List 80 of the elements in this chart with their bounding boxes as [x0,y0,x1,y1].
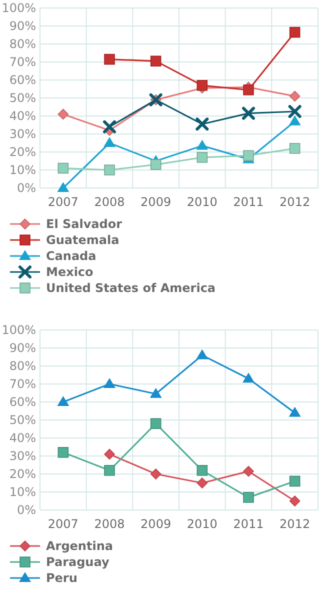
y-tick-label: 0% [16,181,36,196]
point [196,478,208,488]
point [289,26,300,38]
point [104,448,115,460]
point [196,349,208,360]
point [288,115,301,126]
point [104,465,115,476]
y-tick-label: 40% [9,109,36,124]
y-tick-label: 30% [9,449,36,464]
point [242,372,254,383]
point [289,90,300,102]
x-tick-label: 2008 [94,517,125,531]
x-tick-label: 2008 [94,195,125,209]
point [150,56,162,66]
point [103,120,116,134]
point [289,476,300,487]
legend-label: Guatemala [46,233,120,248]
y-tick-label: 40% [9,431,36,446]
point [104,378,116,388]
legend-label: Mexico [46,265,94,280]
point [288,406,301,417]
point [243,492,254,503]
y-tick-label: 100% [2,323,36,338]
y-tick-label: 60% [9,395,36,410]
point [242,106,255,120]
point [104,54,115,65]
legend-label: Argentina [46,539,113,554]
y-tick-label: 70% [9,377,36,392]
point [150,418,162,429]
legend-label: Peru [46,571,78,586]
point [243,466,254,477]
point [104,164,115,176]
y-tick-label: 90% [9,341,36,356]
x-tick-label: 2010 [186,517,218,531]
point [150,468,162,480]
point [243,84,254,96]
y-tick-label: 10% [9,163,36,178]
point [196,152,208,163]
y-tick-label: 50% [9,413,36,428]
x-tick-label: 2012 [280,517,310,531]
y-tick-label: 80% [9,359,36,374]
x-tick-label: 2009 [140,517,172,531]
x-tick-label: 2007 [48,195,78,209]
x-tick-label: 2011 [233,517,264,531]
y-tick-label: 90% [9,19,36,34]
point [57,182,70,192]
legend-label: Canada [46,249,96,264]
legend-label: El Salvador [46,217,122,232]
legend-label: Paraguay [46,555,110,570]
y-tick-label: 0% [16,503,36,518]
legend-label: United States of America [46,281,216,296]
x-tick-label: 2011 [233,195,264,209]
y-tick-label: 100% [2,1,36,16]
x-tick-label: 2007 [48,517,78,531]
point [196,80,208,91]
point [288,105,302,118]
y-tick-label: 60% [9,73,36,88]
point [196,465,208,476]
y-tick-label: 80% [9,37,36,52]
y-tick-label: 10% [9,485,36,500]
point [58,108,69,120]
point [289,496,300,506]
y-tick-label: 20% [9,145,36,160]
point [196,140,208,150]
point [243,150,254,161]
y-tick-label: 50% [9,91,36,106]
x-tick-label: 2010 [186,195,218,209]
y-tick-label: 30% [9,127,36,142]
point [57,396,70,406]
point [104,137,116,147]
x-tick-label: 2012 [280,195,310,209]
point [150,159,162,170]
point [58,447,69,458]
point [58,162,69,174]
x-tick-label: 2009 [140,195,172,209]
point [150,388,162,398]
point [289,143,300,154]
point [196,118,209,131]
y-tick-label: 70% [9,55,36,70]
y-tick-label: 20% [9,467,36,482]
